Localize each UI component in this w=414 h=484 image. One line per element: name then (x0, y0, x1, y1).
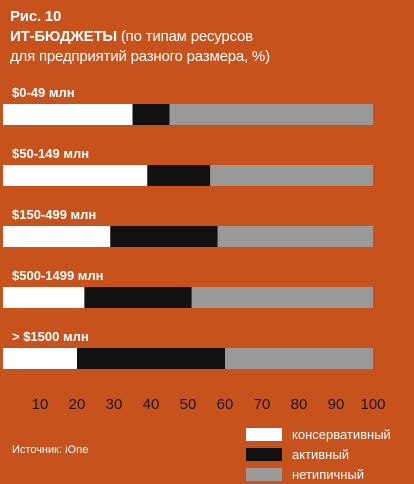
bar-segment (3, 287, 85, 308)
x-tick-label: 80 (291, 396, 308, 413)
title-rest: (по типам ресурсов (116, 28, 253, 45)
category-label: $0-49 млн (12, 85, 75, 100)
bar-segment (77, 348, 225, 369)
x-tick-label: 100 (360, 396, 385, 413)
legend-label: активный (292, 446, 349, 462)
category-label: > $1500 млн (12, 329, 89, 344)
legend-label: консервативный (292, 426, 391, 442)
bar-segment (3, 104, 133, 125)
bar-segment (225, 348, 373, 369)
bar-segment (3, 226, 111, 247)
category-label: $50-149 млн (12, 146, 89, 161)
x-tick-label: 10 (32, 396, 49, 413)
x-tick-label: 50 (180, 396, 197, 413)
bar-segment (3, 348, 77, 369)
legend-item: консервативный (246, 424, 391, 444)
bar-segment (3, 165, 148, 186)
legend-swatch (246, 467, 282, 481)
category-label: $150-499 млн (12, 207, 96, 222)
x-tick-label: 70 (254, 396, 271, 413)
bar-segment (84, 287, 192, 308)
title-line-1: ИТ-БЮДЖЕТЫ (по типам ресурсов (10, 27, 405, 47)
x-tick-label: 60 (217, 396, 234, 413)
source-note: Источник: iOne (12, 444, 89, 456)
legend-item: нетипичный (246, 464, 391, 484)
category-label: $500-1499 млн (12, 268, 104, 283)
bar-segment (217, 226, 373, 247)
x-tick-label: 40 (143, 396, 160, 413)
bar-segment (110, 226, 218, 247)
stacked-bar-chart: $0-49 млн $50-149 млн $150-499 млн $500-149… (3, 85, 386, 413)
legend-label: нетипичный (292, 466, 365, 482)
bar-segment (132, 104, 170, 125)
legend-swatch (246, 427, 282, 441)
legend-swatch (246, 447, 282, 461)
x-tick-label: 20 (69, 396, 86, 413)
bar-segment (191, 287, 373, 308)
x-tick-label: 30 (106, 396, 123, 413)
x-tick-label: 90 (328, 396, 345, 413)
title-line-2: для предприятий разного размера, %) (10, 48, 270, 65)
chart-title: Рис. 10 ИТ-БЮДЖЕТЫ (по типам ресурсов дл… (10, 7, 405, 67)
bar-segment (169, 104, 373, 125)
figure-label: Рис. 10 (10, 8, 62, 25)
legend-item: активный (246, 444, 391, 464)
title-bold: ИТ-БЮДЖЕТЫ (10, 28, 117, 45)
bar-segment (147, 165, 211, 186)
legend: консервативный активный нетипичный (246, 424, 391, 484)
bar-segment (210, 165, 373, 186)
